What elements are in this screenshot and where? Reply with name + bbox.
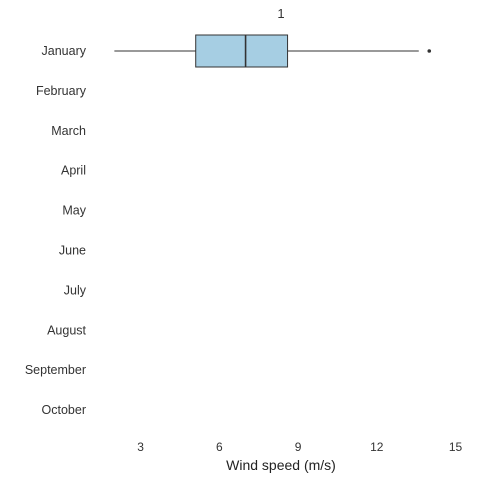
category-labels: January February March April May June July Augu… [25,44,87,417]
x-tick-label-9: 9 [295,440,302,454]
category-label-april: April [61,164,86,178]
category-label-march: March [51,124,86,138]
category-label-september: September [25,363,86,377]
box-marks [114,34,432,68]
panel-label: 1 [277,6,284,21]
x-axis-ticks: 3 6 9 12 15 [137,440,462,454]
category-label-january: January [42,44,87,58]
category-label-august: August [47,323,86,337]
x-tick-label-15: 15 [449,440,463,454]
category-label-october: October [42,403,86,417]
box-january [195,34,289,68]
category-label-july: July [64,283,87,297]
outlier-point-january-0 [427,49,432,53]
x-tick-label-6: 6 [216,440,223,454]
x-tick-label-12: 12 [370,440,384,454]
category-label-june: June [59,244,86,258]
x-axis-title: Wind speed (m/s) [226,457,336,473]
category-label-february: February [36,84,87,98]
x-tick-label-3: 3 [137,440,144,454]
category-label-may: May [62,204,86,218]
